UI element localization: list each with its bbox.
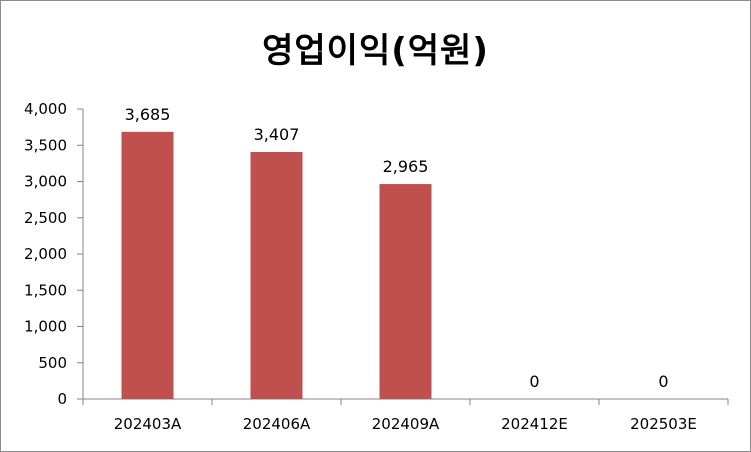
x-tick-label-202503E: 202503E	[630, 415, 697, 433]
y-tick-label: 3,500	[24, 136, 67, 154]
data-label-202406A: 3,407	[254, 125, 300, 144]
x-tick-label-202412E: 202412E	[501, 415, 568, 433]
chart-title: 영업이익(억원)	[262, 31, 489, 71]
x-tick-label-202406A: 202406A	[243, 415, 311, 433]
bar-202409A	[379, 184, 432, 399]
y-tick-label: 0	[57, 390, 67, 408]
data-label-202403A: 3,685	[125, 105, 171, 124]
y-tick-label: 3,000	[24, 173, 67, 191]
x-tick-label-202403A: 202403A	[114, 415, 182, 433]
x-tick-label-202409A: 202409A	[372, 415, 440, 433]
y-tick-label: 1,500	[24, 281, 67, 299]
data-label-202409A: 2,965	[383, 157, 429, 176]
y-tick-label: 1,000	[24, 318, 67, 336]
data-label-202503E: 0	[658, 372, 668, 391]
data-label-202412E: 0	[529, 372, 539, 391]
bar-202403A	[121, 131, 174, 399]
bar-202406A	[250, 151, 303, 399]
y-tick-label: 500	[38, 354, 67, 372]
y-tick-label: 4,000	[24, 100, 67, 118]
y-tick-label: 2,500	[24, 209, 67, 227]
y-tick-label: 2,000	[24, 245, 67, 263]
